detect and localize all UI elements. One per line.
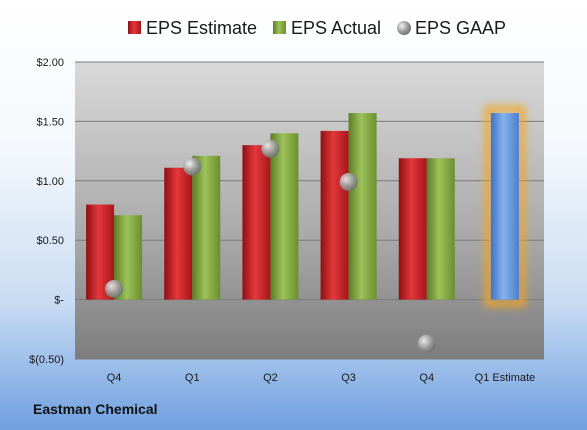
bar-eps-estimate: [242, 145, 271, 300]
bars: [86, 106, 525, 307]
plot-area: [75, 62, 544, 359]
estimate-bar-glow: [484, 106, 525, 307]
y-tick-label: $(0.50): [29, 354, 64, 366]
legend-label-eps-gaap: EPS GAAP: [415, 18, 506, 38]
bar-eps-estimate: [398, 158, 427, 300]
point-eps-gaap: [105, 279, 124, 298]
x-axis: Q4 Q1 Q2 Q3 Q4 Q1 Estimate: [107, 372, 535, 384]
bar-eps-actual: [426, 158, 455, 300]
bar-eps-estimate: [320, 130, 349, 300]
x-tick-label: Q4: [419, 372, 434, 384]
y-tick-label: $1.00: [36, 176, 64, 188]
y-tick-label: $1.50: [36, 116, 64, 128]
x-tick-label: Q2: [263, 372, 278, 384]
y-tick-label: $0.50: [36, 235, 64, 247]
bar-eps-actual: [270, 133, 299, 300]
bar-eps-actual: [348, 113, 377, 300]
bar-eps-actual: [192, 155, 221, 300]
point-eps-gaap: [183, 157, 202, 176]
company-name: Eastman Chemical: [33, 401, 158, 417]
gridlines: [75, 61, 544, 360]
bar-eps-estimate: [164, 167, 193, 300]
bar-q1-estimate: [490, 113, 519, 300]
point-eps-gaap: [417, 334, 436, 353]
legend-label-eps-estimate: EPS Estimate: [146, 18, 257, 38]
legend-label-eps-actual: EPS Actual: [291, 18, 381, 38]
legend-swatch-eps-actual: [273, 21, 286, 34]
legend: EPS Estimate EPS Actual EPS GAAP: [128, 18, 506, 38]
gaap-points: [105, 139, 436, 353]
x-tick-label: Q4: [107, 372, 122, 384]
y-tick-label: $-: [54, 295, 64, 307]
point-eps-gaap: [339, 172, 358, 191]
legend-marker-eps-gaap: [397, 21, 411, 35]
y-axis: $(0.50) $- $0.50 $1.00 $1.50 $2.00: [29, 57, 64, 366]
x-tick-label: Q1: [185, 372, 200, 384]
point-eps-gaap: [261, 139, 280, 158]
legend-swatch-eps-estimate: [128, 21, 141, 34]
y-tick-label: $2.00: [36, 57, 64, 69]
x-tick-label: Q1 Estimate: [475, 372, 536, 384]
x-tick-label: Q3: [341, 372, 356, 384]
